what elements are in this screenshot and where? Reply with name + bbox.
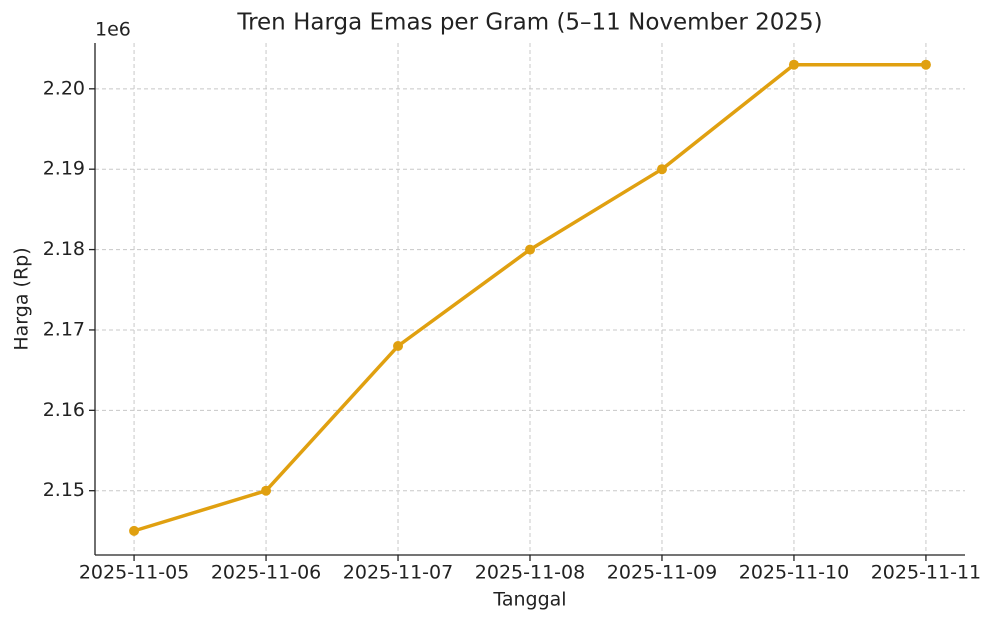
data-point bbox=[129, 525, 140, 536]
y-tick-label: 2.16 bbox=[43, 399, 85, 421]
y-offset-label: 1e6 bbox=[95, 19, 131, 41]
x-tick-label: 2025-11-10 bbox=[739, 562, 849, 584]
x-tick-label: 2025-11-08 bbox=[475, 562, 585, 584]
x-axis-label: Tanggal bbox=[492, 589, 566, 611]
data-point bbox=[525, 244, 535, 255]
data-point bbox=[261, 485, 272, 496]
x-tick-label: 2025-11-05 bbox=[79, 562, 189, 584]
x-tick-label: 2025-11-09 bbox=[607, 562, 717, 584]
y-tick-label: 2.15 bbox=[43, 479, 85, 501]
y-tick-label: 2.20 bbox=[43, 77, 85, 99]
x-tick-label: 2025-11-07 bbox=[343, 562, 453, 584]
data-point bbox=[920, 59, 931, 70]
data-point bbox=[788, 59, 799, 70]
y-tick-label: 2.18 bbox=[43, 238, 85, 260]
y-tick-label: 2.17 bbox=[43, 318, 85, 340]
data-point bbox=[656, 164, 667, 175]
y-axis-label: Harga (Rp) bbox=[11, 247, 33, 350]
y-tick-label: 2.19 bbox=[43, 158, 85, 180]
data-point bbox=[393, 341, 404, 352]
x-tick-label: 2025-11-06 bbox=[211, 562, 321, 584]
x-tick-label: 2025-11-11 bbox=[871, 562, 981, 584]
chart-title: Tren Harga Emas per Gram (5–11 November … bbox=[236, 10, 822, 36]
